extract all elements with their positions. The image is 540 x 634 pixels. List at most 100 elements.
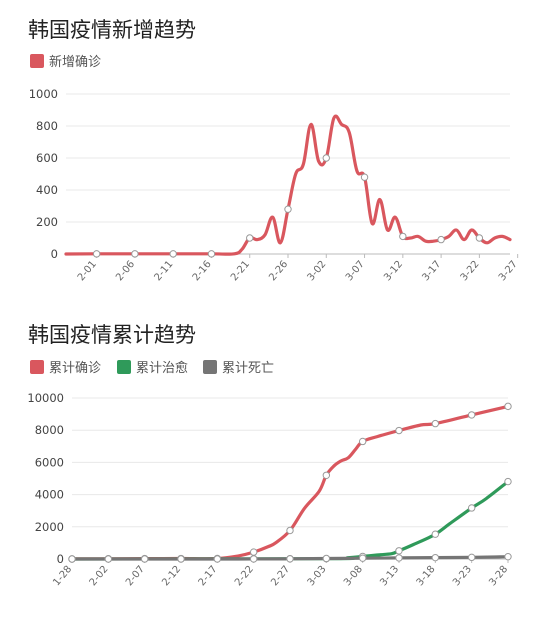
y-tick-label: 8000 bbox=[35, 423, 64, 437]
x-tick-label: 3-23 bbox=[451, 564, 474, 588]
x-tick-label: 2-07 bbox=[124, 564, 147, 588]
x-tick-label: 1-28 bbox=[51, 564, 74, 588]
x-tick-label: 3-17 bbox=[420, 259, 443, 283]
legend-swatch bbox=[117, 360, 131, 374]
data-point[interactable] bbox=[395, 554, 403, 562]
series-layer bbox=[64, 114, 512, 258]
data-point[interactable] bbox=[431, 553, 440, 562]
series-layer bbox=[68, 402, 512, 563]
y-tick-label: 0 bbox=[51, 247, 58, 261]
data-point[interactable] bbox=[467, 504, 476, 512]
chart-title: 韩国疫情累计趋势 bbox=[28, 323, 196, 347]
data-point[interactable] bbox=[399, 232, 407, 241]
x-tick-label: 2-06 bbox=[114, 259, 137, 283]
legend-swatch bbox=[30, 360, 44, 374]
legend-swatch bbox=[30, 54, 44, 68]
data-point[interactable] bbox=[504, 552, 512, 561]
legend-item-cumulative-confirmed[interactable]: 累计确诊 bbox=[30, 360, 101, 376]
data-point[interactable] bbox=[322, 471, 331, 479]
x-tick-label: 3-27 bbox=[497, 259, 520, 283]
x-tick-label: 3-18 bbox=[415, 564, 438, 588]
legend-item-new-confirmed[interactable]: 新增确诊 bbox=[30, 54, 101, 70]
x-tick-label: 2-12 bbox=[160, 564, 183, 588]
data-point[interactable] bbox=[360, 173, 369, 181]
chart-cumulative: 韩国疫情累计趋势 累计确诊 累计治愈 累计死亡 0 2000 4000 6000 800… bbox=[27, 323, 512, 588]
x-tick-label: 3-03 bbox=[306, 564, 329, 588]
series-line bbox=[70, 480, 510, 561]
series-line bbox=[70, 555, 510, 561]
data-point[interactable] bbox=[322, 554, 331, 563]
data-point[interactable] bbox=[322, 154, 330, 162]
data-point[interactable] bbox=[246, 234, 254, 242]
data-point[interactable] bbox=[504, 477, 512, 486]
data-point[interactable] bbox=[284, 205, 292, 213]
x-axis: 2-01 2-06 2-11 2-16 2-21 2-26 3-02 3-07 3-12 3-17… bbox=[76, 254, 520, 283]
y-tick-label: 600 bbox=[36, 151, 58, 165]
data-point[interactable] bbox=[169, 250, 177, 258]
data-point[interactable] bbox=[431, 419, 440, 428]
data-point[interactable] bbox=[467, 411, 476, 419]
x-tick-label: 2-22 bbox=[233, 564, 256, 588]
data-point[interactable] bbox=[140, 555, 149, 563]
x-axis: 1-28 2-02 2-07 2-12 2-17 2-22 2-27 3-03 3-08 3-13… bbox=[51, 559, 510, 588]
data-point[interactable] bbox=[286, 526, 294, 535]
data-point[interactable] bbox=[131, 250, 139, 258]
x-tick-label: 3-02 bbox=[306, 259, 329, 283]
y-tick-label: 2000 bbox=[35, 520, 64, 534]
x-tick-label: 2-11 bbox=[152, 259, 175, 283]
x-tick-label: 3-13 bbox=[378, 564, 401, 588]
gridlines bbox=[66, 93, 510, 255]
y-tick-label: 1000 bbox=[29, 87, 58, 101]
data-point[interactable] bbox=[395, 426, 403, 435]
y-tick-label: 0 bbox=[57, 552, 64, 566]
x-tick-label: 2-26 bbox=[267, 259, 290, 283]
data-point[interactable] bbox=[467, 553, 476, 562]
data-point[interactable] bbox=[249, 555, 258, 563]
data-point[interactable] bbox=[68, 555, 76, 563]
data-point[interactable] bbox=[177, 555, 185, 563]
legend-label: 新增确诊 bbox=[49, 54, 101, 70]
series-line bbox=[64, 114, 512, 256]
y-tick-label: 10000 bbox=[27, 391, 64, 405]
x-tick-label: 3-07 bbox=[344, 259, 367, 283]
y-tick-label: 4000 bbox=[35, 488, 64, 502]
data-point[interactable] bbox=[104, 555, 113, 563]
x-tick-label: 2-01 bbox=[76, 259, 99, 283]
y-axis: 0 2000 4000 6000 8000 10000 bbox=[27, 391, 64, 566]
data-point[interactable] bbox=[207, 250, 216, 258]
data-point[interactable] bbox=[358, 437, 367, 446]
data-point[interactable] bbox=[92, 250, 101, 258]
x-tick-label: 2-16 bbox=[191, 259, 214, 283]
legend-swatch bbox=[203, 360, 217, 374]
legend-label: 累计确诊 bbox=[49, 361, 101, 376]
x-tick-label: 2-17 bbox=[197, 564, 220, 588]
legend-item-cumulative-deaths[interactable]: 累计死亡 bbox=[203, 360, 274, 376]
x-tick-label: 2-21 bbox=[229, 259, 252, 283]
x-tick-label: 3-22 bbox=[459, 259, 482, 283]
y-tick-label: 400 bbox=[36, 183, 58, 197]
data-point[interactable] bbox=[431, 530, 440, 538]
data-point[interactable] bbox=[475, 234, 484, 242]
y-tick-label: 200 bbox=[36, 215, 58, 229]
legend-item-cumulative-recovered[interactable]: 累计治愈 bbox=[117, 360, 188, 376]
x-tick-label: 2-27 bbox=[269, 564, 292, 588]
data-point[interactable] bbox=[358, 554, 367, 562]
data-point[interactable] bbox=[286, 555, 294, 563]
series-line bbox=[70, 404, 510, 561]
y-axis: 0 200 400 600 800 1000 bbox=[29, 87, 58, 261]
data-point[interactable] bbox=[249, 548, 258, 556]
legend-label: 累计治愈 bbox=[136, 361, 188, 376]
data-point[interactable] bbox=[395, 547, 403, 555]
y-tick-label: 800 bbox=[36, 119, 58, 133]
chart-title: 韩国疫情新增趋势 bbox=[28, 18, 196, 42]
data-point[interactable] bbox=[213, 555, 222, 563]
x-tick-label: 3-12 bbox=[382, 259, 405, 283]
data-point[interactable] bbox=[504, 402, 512, 411]
data-point[interactable] bbox=[437, 235, 445, 244]
x-tick-label: 2-02 bbox=[88, 564, 111, 588]
legend-label: 累计死亡 bbox=[222, 361, 274, 376]
y-tick-label: 6000 bbox=[35, 455, 64, 469]
x-tick-label: 3-28 bbox=[487, 564, 510, 588]
